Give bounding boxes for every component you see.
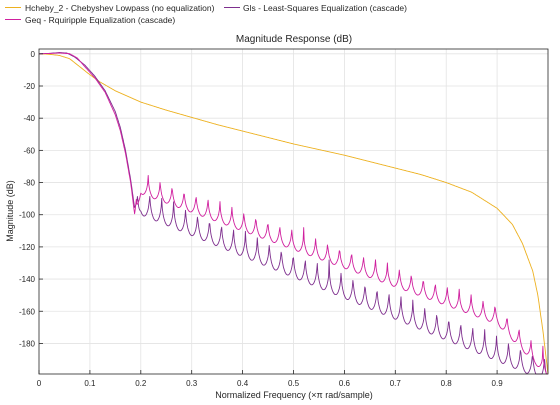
- x-tick-label: 0: [37, 379, 42, 388]
- x-tick-label: 0.3: [186, 379, 198, 388]
- x-tick-label: 0.8: [441, 379, 453, 388]
- y-tick-label: -100: [19, 211, 36, 220]
- y-tick-label: -20: [23, 82, 35, 91]
- x-tick-label: 0.4: [237, 379, 249, 388]
- series-gls-line[interactable]: [39, 52, 548, 375]
- y-tick-label: -80: [23, 179, 35, 188]
- y-tick-label: -160: [19, 307, 36, 316]
- y-tick-label: 0: [31, 50, 36, 59]
- series-hcheby-line[interactable]: [38, 53, 549, 375]
- x-tick-label: 0.9: [492, 379, 504, 388]
- x-axis-label: Normalized Frequency (×π rad/sample): [215, 390, 373, 400]
- y-tick-label: -180: [19, 339, 36, 348]
- series-layer: [38, 52, 549, 375]
- series-geq-line[interactable]: [39, 52, 548, 375]
- x-tick-label: 0.7: [390, 379, 402, 388]
- axes[interactable]: 0 0.1 0.2 0.3 0.4 0.5 0.6 0.7 0.8 0.9 0 -20 -40 -60 -…: [19, 48, 549, 388]
- y-tick-label: -140: [19, 275, 36, 284]
- y-tick-label: -40: [23, 114, 35, 123]
- chart-title: Magnitude Response (dB): [236, 34, 352, 45]
- legend-label-hcheby: Hcheby_2 - Chebyshev Lowpass (no equaliz…: [25, 3, 215, 13]
- y-tick-label: -60: [23, 146, 35, 155]
- x-tick-label: 0.1: [84, 379, 96, 388]
- x-tick-label: 0.2: [135, 379, 147, 388]
- y-axis: 0 -20 -40 -60 -80 -100 -120 -140 -160 -180: [19, 50, 43, 348]
- legend[interactable]: Hcheby_2 - Chebyshev Lowpass (no equaliz…: [5, 3, 407, 25]
- x-tick-label: 0.6: [339, 379, 351, 388]
- x-tick-label: 0.5: [288, 379, 300, 388]
- x-axis: 0 0.1 0.2 0.3 0.4 0.5 0.6 0.7 0.8 0.9: [37, 370, 503, 388]
- y-axis-label: Magnitude (dB): [5, 180, 15, 242]
- grid: [39, 49, 548, 374]
- legend-label-geq: Geq - Rquiripple Equalization (cascade): [25, 15, 175, 25]
- legend-label-gls: Gls - Least-Squares Equalization (cascad…: [243, 3, 407, 13]
- y-tick-label: -120: [19, 243, 36, 252]
